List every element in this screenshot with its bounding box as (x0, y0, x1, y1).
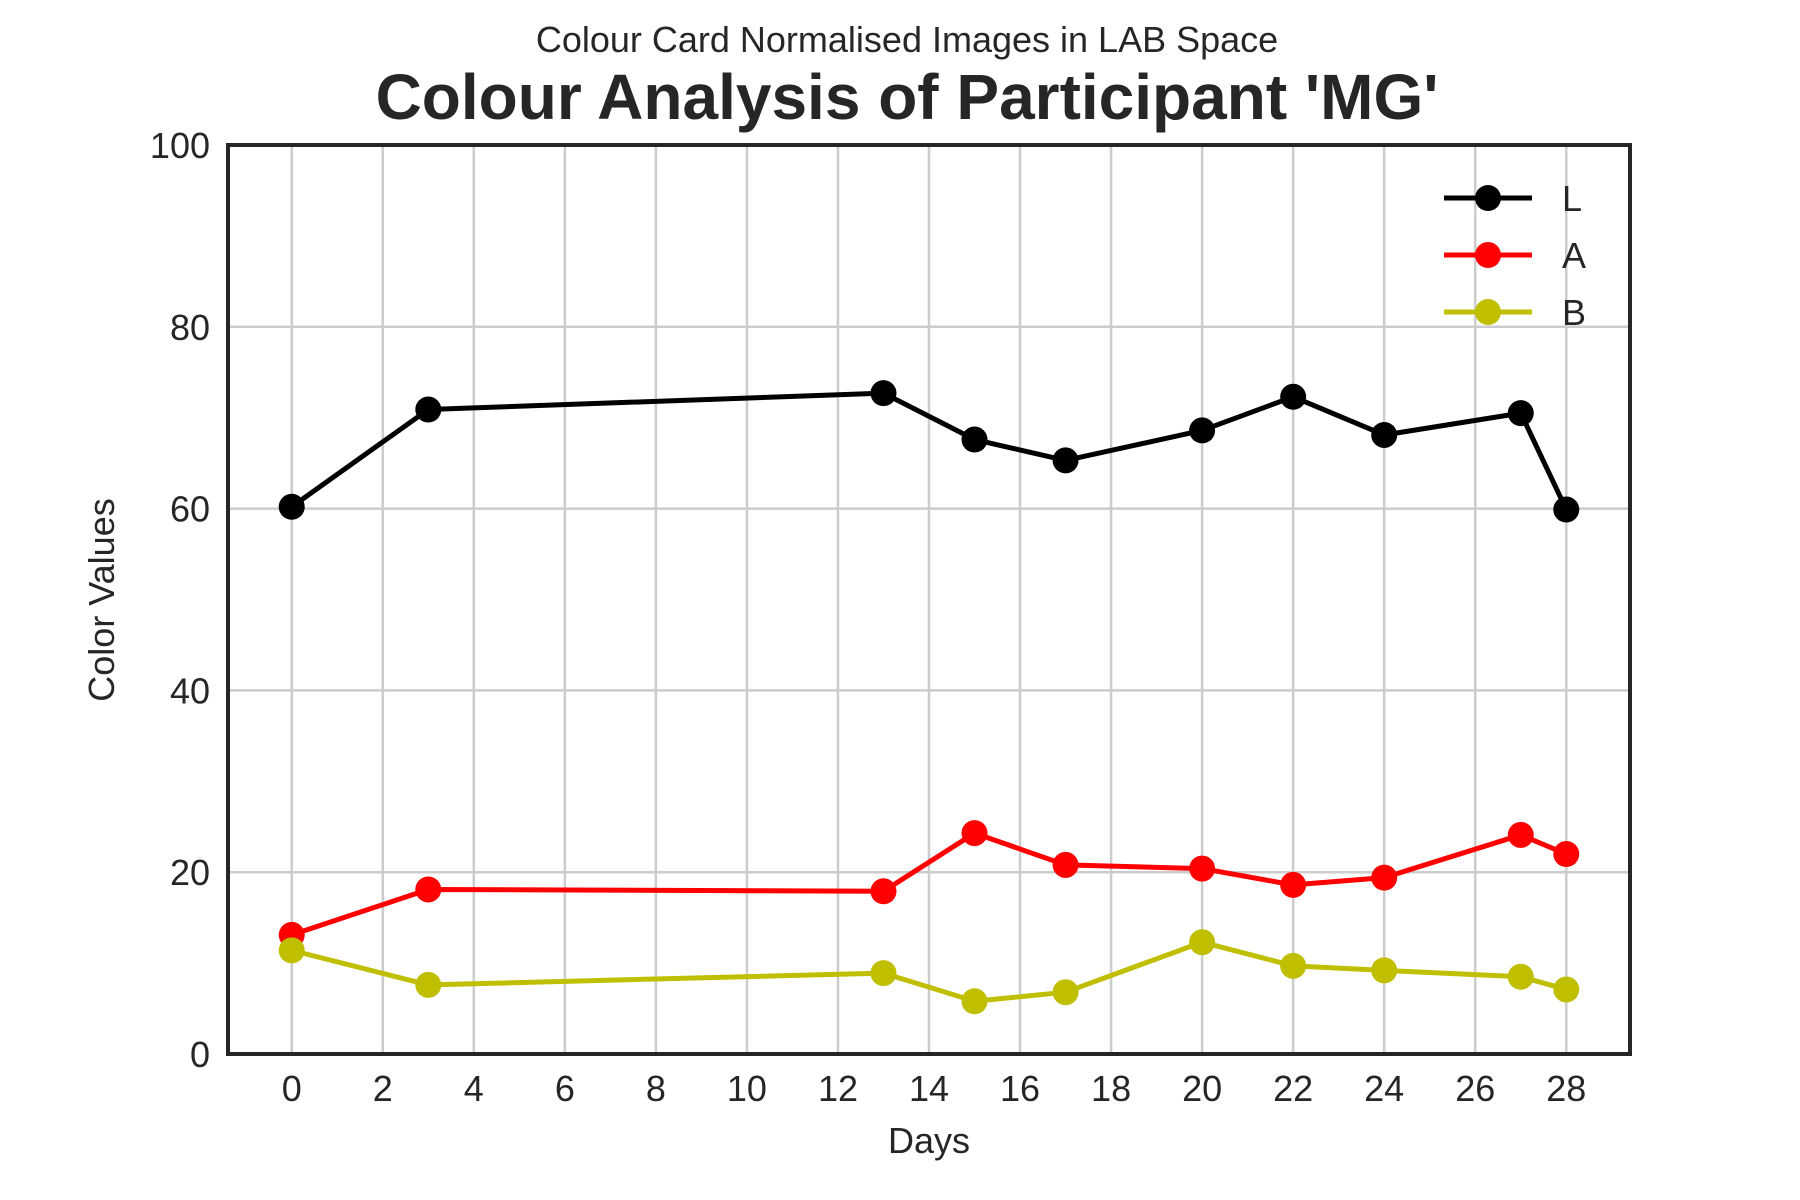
series-b-point (961, 988, 988, 1015)
x-tick-label: 20 (1182, 1068, 1222, 1109)
series-a-point (1553, 841, 1580, 868)
y-tick-label: 0 (190, 1034, 210, 1075)
series-layer (278, 380, 1580, 1015)
series-l-point (1280, 383, 1307, 410)
series-l-point (870, 380, 897, 407)
series-a-point (1052, 851, 1079, 878)
legend: LAB (1444, 178, 1586, 333)
series-l-point (1189, 417, 1216, 444)
x-tick-label: 10 (727, 1068, 767, 1109)
series-l (278, 380, 1580, 523)
y-axis-ticks: 0 20 40 60 80 100 (150, 125, 210, 1075)
series-a-point (1371, 864, 1398, 891)
series-b-point (278, 937, 305, 964)
legend-item-a: A (1444, 235, 1586, 276)
x-tick-label: 24 (1364, 1068, 1404, 1109)
series-a-point (1280, 871, 1307, 898)
y-tick-label: 60 (170, 489, 210, 530)
series-a-line (290, 830, 1568, 938)
x-tick-label: 4 (464, 1068, 484, 1109)
series-b-point (1371, 957, 1398, 984)
y-tick-label: 100 (150, 125, 210, 166)
legend-item-b: B (1444, 292, 1586, 333)
series-l-point (1507, 400, 1534, 427)
legend-marker-l (1475, 185, 1501, 211)
x-tick-label: 28 (1546, 1068, 1586, 1109)
series-a-point (961, 820, 988, 847)
x-axis-ticks: 0 2 4 6 8 10 12 14 16 18 20 22 24 26 28 (282, 1068, 1587, 1109)
legend-label-a: A (1562, 235, 1586, 276)
series-l-point (1371, 421, 1398, 448)
plot-frame (226, 143, 1632, 1056)
legend-label-l: L (1562, 178, 1582, 219)
series-b (278, 929, 1580, 1015)
x-tick-label: 2 (373, 1068, 393, 1109)
x-tick-label: 6 (555, 1068, 575, 1109)
chart-subtitle: Colour Card Normalised Images in LAB Spa… (536, 19, 1278, 60)
x-tick-label: 14 (909, 1068, 949, 1109)
x-tick-label: 26 (1455, 1068, 1495, 1109)
series-a-point (870, 878, 897, 905)
series-b-point (1189, 929, 1216, 956)
series-b-point (415, 971, 442, 998)
series-l-line (290, 390, 1569, 511)
y-tick-label: 80 (170, 307, 210, 348)
y-tick-label: 20 (170, 852, 210, 893)
grid (228, 143, 1630, 1056)
series-b-point (1280, 952, 1307, 979)
x-tick-label: 22 (1273, 1068, 1313, 1109)
series-b-point (870, 960, 897, 987)
series-a-point (1507, 821, 1534, 848)
x-tick-label: 16 (1000, 1068, 1040, 1109)
series-l-point (415, 396, 442, 423)
x-tick-label: 12 (818, 1068, 858, 1109)
series-a-point (1189, 855, 1216, 882)
series-l-point (961, 426, 988, 453)
x-tick-label: 18 (1091, 1068, 1131, 1109)
series-l-point (1052, 447, 1079, 474)
chart-title: Colour Analysis of Participant 'MG' (376, 61, 1439, 133)
legend-label-b: B (1562, 292, 1586, 333)
series-l-point (278, 493, 305, 520)
x-tick-label: 8 (646, 1068, 666, 1109)
series-b-point (1507, 963, 1534, 990)
series-b-point (1052, 979, 1079, 1006)
x-tick-label: 0 (282, 1068, 302, 1109)
legend-marker-b (1475, 299, 1501, 325)
legend-marker-a (1475, 242, 1501, 268)
series-b-point (1553, 976, 1580, 1003)
y-tick-label: 40 (170, 670, 210, 711)
series-a-point (415, 876, 442, 903)
series-l-point (1553, 496, 1580, 523)
x-axis-label: Days (888, 1120, 970, 1161)
legend-item-l: L (1444, 178, 1582, 219)
y-axis-label: Color Values (81, 498, 122, 701)
series-b-line (291, 939, 1567, 1004)
